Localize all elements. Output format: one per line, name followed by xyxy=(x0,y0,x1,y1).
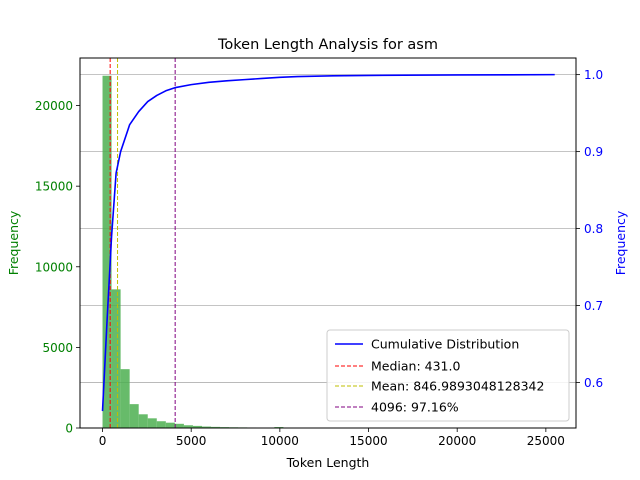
chart-title: Token Length Analysis for asm xyxy=(217,37,438,53)
histogram-bar xyxy=(138,414,148,428)
cumulative-series xyxy=(101,73,555,412)
histogram-bar xyxy=(192,425,203,428)
y-left-tick-label: 5000 xyxy=(42,341,73,355)
y-right-axis-label: Frequency xyxy=(613,210,628,275)
y-right-tick-label: 1.0 xyxy=(584,68,603,82)
legend-label-mean: Mean: 846.9893048128342 xyxy=(371,379,544,394)
legend-label-cumulative: Cumulative Distribution xyxy=(371,337,519,352)
x-tick-label: 0 xyxy=(99,434,107,448)
x-axis-label: Token Length xyxy=(286,455,370,470)
y-right-tick-label: 0.8 xyxy=(584,222,603,236)
y-left-tick-label: 20000 xyxy=(35,99,73,113)
y-left-tick-label: 0 xyxy=(65,422,73,436)
y-left-tick-label: 10000 xyxy=(35,260,73,274)
y-right-tick-label: 0.7 xyxy=(584,299,603,313)
histogram-bar xyxy=(129,404,139,428)
x-tick-label: 20000 xyxy=(438,434,476,448)
y-right-tick-label: 0.9 xyxy=(584,145,603,159)
histogram-bar xyxy=(156,421,166,428)
x-tick-label: 25000 xyxy=(527,434,565,448)
x-tick-label: 5000 xyxy=(176,434,207,448)
reference-lines xyxy=(109,58,176,428)
x-tick-label: 10000 xyxy=(261,434,299,448)
y-right-tick-label: 0.6 xyxy=(584,376,603,390)
histogram-bar xyxy=(120,369,130,428)
histogram-bar xyxy=(165,422,175,428)
y-left-axis-label: Frequency xyxy=(6,210,21,275)
cumulative-line xyxy=(101,73,555,412)
plot-frame xyxy=(79,57,577,429)
histogram-bar xyxy=(174,423,184,428)
x-axis-ticks: 0 5000 10000 15000 20000 25000 xyxy=(99,428,565,448)
legend-label-median: Median: 431.0 xyxy=(371,359,460,374)
histogram-bar xyxy=(147,418,157,428)
legend-box xyxy=(326,329,570,422)
x-tick-label: 15000 xyxy=(349,434,387,448)
histogram-bar xyxy=(111,289,121,428)
legend: Cumulative Distribution Median: 431.0 Me… xyxy=(326,329,570,422)
histogram-bar xyxy=(183,425,193,428)
legend-label-4096: 4096: 97.16% xyxy=(371,400,459,415)
histogram-bar xyxy=(202,426,212,428)
histogram-bar xyxy=(211,426,221,428)
histogram-bar xyxy=(102,75,112,429)
y-left-tick-label: 15000 xyxy=(35,180,73,194)
y-left-axis-ticks: 0 5000 10000 15000 20000 xyxy=(35,99,80,436)
y-right-axis-ticks: 0.6 0.7 0.8 0.9 1.0 xyxy=(576,68,603,390)
